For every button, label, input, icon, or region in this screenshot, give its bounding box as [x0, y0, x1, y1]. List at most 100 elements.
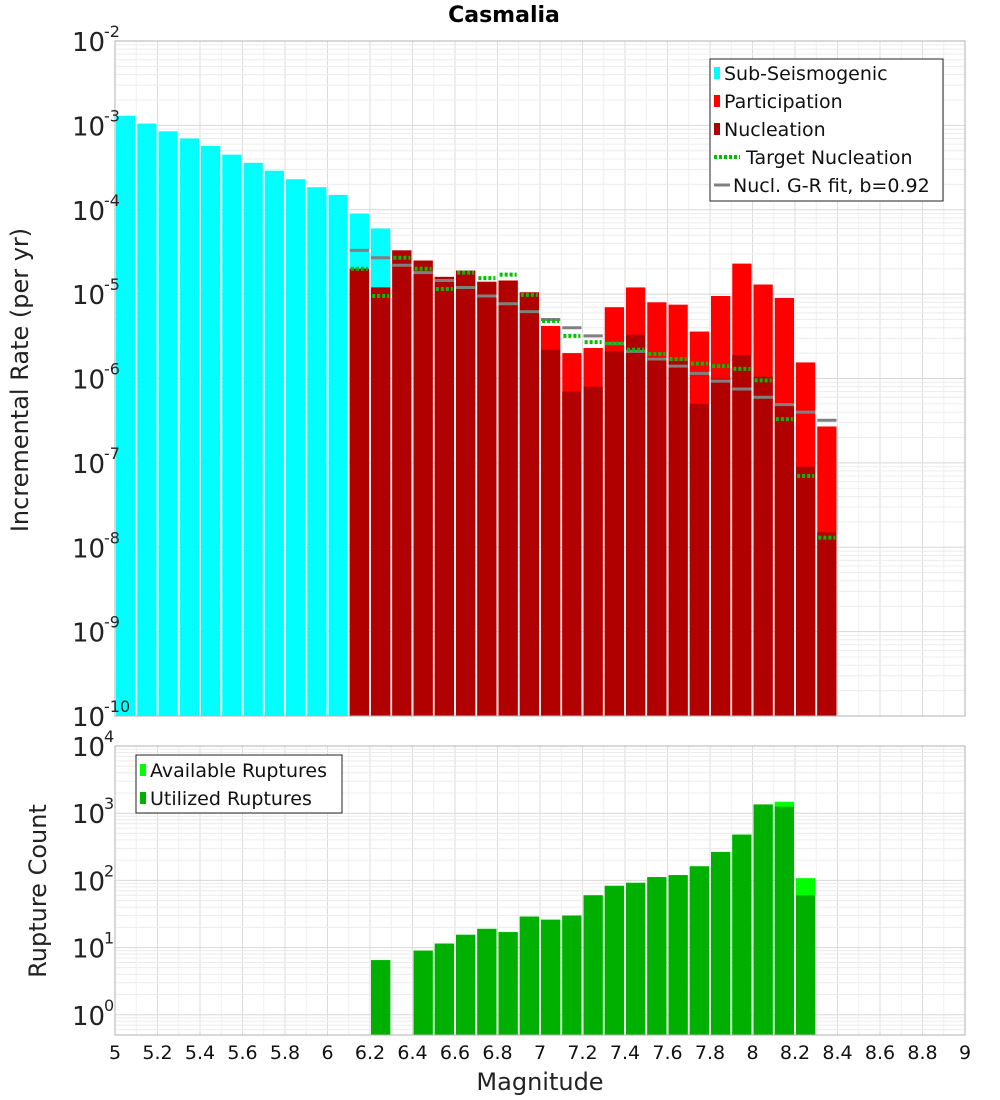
nucleation-bar	[711, 378, 731, 716]
legend-label: Available Ruptures	[150, 760, 327, 782]
rate-plot-frame	[114, 40, 966, 717]
utilized-ruptures-bar	[583, 895, 603, 1035]
rupture-y-tick-label: 10	[72, 733, 105, 763]
rate-y-tick-exponent: -5	[104, 275, 120, 294]
rate-y-tick-label: 10	[72, 450, 105, 480]
utilized-ruptures-bar	[456, 934, 476, 1035]
nucleation-bar	[583, 386, 603, 716]
utilized-ruptures-bar	[498, 932, 518, 1035]
rupture-y-tick-label: 10	[72, 1002, 105, 1032]
rate-y-tick-exponent: -9	[104, 613, 120, 632]
utilized-ruptures-bar	[604, 885, 624, 1035]
utilized-ruptures-bar	[371, 960, 391, 1035]
sub-seismogenic-bar	[243, 162, 263, 716]
rupture-bars	[371, 801, 816, 1035]
nucleation-bar	[519, 292, 539, 716]
legend-label: Participation	[724, 91, 843, 113]
sub-seismogenic-bar	[137, 123, 157, 716]
nucleation-bar	[562, 391, 582, 716]
nucleation-bar	[604, 351, 624, 716]
rupture-y-tick-label: 10	[72, 867, 105, 897]
rupture-plot-frame	[114, 745, 966, 1036]
sub-seismogenic-bar	[264, 170, 284, 716]
rate-y-tick-exponent: -6	[104, 360, 120, 379]
sub-seismogenic-bar	[222, 154, 242, 716]
legend-swatch	[714, 123, 720, 135]
nucleation-bar	[371, 287, 391, 716]
x-tick-label: 8.4	[822, 1042, 852, 1064]
sub-seismogenic-bar	[179, 138, 199, 717]
chart-title: Casmalia	[448, 3, 560, 28]
utilized-ruptures-bar	[753, 804, 773, 1035]
sub-seismogenic-bar	[307, 187, 327, 716]
rate-y-tick-label: 10	[72, 703, 105, 733]
x-tick-label: 8.2	[780, 1042, 810, 1064]
x-tick-label: 6.2	[355, 1042, 385, 1064]
legend-label: Target Nucleation	[745, 147, 913, 169]
utilized-ruptures-bar	[732, 834, 752, 1035]
rate-y-tick-exponent: -8	[104, 528, 120, 547]
utilized-ruptures-bar	[668, 875, 688, 1035]
nucleation-bar	[796, 466, 816, 716]
nucleation-bar	[456, 270, 476, 716]
nucleation-bar	[349, 268, 369, 716]
nucleation-bar	[498, 280, 518, 716]
legend-swatch	[140, 792, 146, 804]
utilized-ruptures-bar	[711, 851, 731, 1035]
x-tick-label: 6.4	[397, 1042, 427, 1064]
legend-swatch	[714, 67, 720, 79]
x-tick-label: 5.6	[227, 1042, 257, 1064]
x-ticks: 5 5.2 5.4 5.6 5.8 6 6.2 6.4 6.6 6.8 7 7.2 7.4 7.6 7.8 8…	[109, 1042, 971, 1064]
rate-y-tick-label: 10	[72, 619, 105, 649]
x-tick-label: 6.8	[482, 1042, 512, 1064]
x-tick-label: 7.2	[567, 1042, 597, 1064]
rupture-legend-box	[135, 754, 343, 814]
utilized-ruptures-bar	[774, 806, 794, 1035]
x-tick-label: 5	[109, 1042, 121, 1064]
utilized-ruptures-bar	[647, 877, 667, 1035]
legend-label: Sub-Seismogenic	[724, 63, 888, 85]
rate-fit-lines	[349, 248, 837, 540]
x-tick-label: 9	[959, 1042, 971, 1064]
x-tick-label: 6.6	[440, 1042, 470, 1064]
x-tick-label: 8.8	[907, 1042, 937, 1064]
x-axis-label: Magnitude	[476, 1068, 603, 1096]
rate-y-tick-label: 10	[72, 197, 105, 227]
rate-y-axis-label: Incremental Rate (per yr)	[6, 228, 34, 532]
nucleation-bar	[689, 403, 709, 716]
nucleation-bar	[392, 250, 412, 717]
rupture-y-tick-exponent: 4	[104, 727, 114, 746]
utilized-ruptures-bar	[541, 919, 561, 1035]
legend-swatch	[714, 95, 720, 107]
nucleation-bar	[626, 334, 646, 716]
sub-seismogenic-bar	[328, 194, 348, 716]
utilized-ruptures-bar	[562, 915, 582, 1035]
nucleation-bar	[753, 376, 773, 716]
nucleation-bar	[668, 361, 688, 716]
x-tick-label: 8.6	[865, 1042, 895, 1064]
nucleation-bar	[541, 349, 561, 716]
utilized-ruptures-bar	[796, 895, 816, 1035]
rupture-y-tick-exponent: 1	[104, 929, 114, 948]
rate-legend: Sub-Seismogenic Participation Nucleation Ta…	[709, 58, 944, 202]
rate-y-tick-label: 10	[72, 366, 105, 396]
nucleation-bar	[647, 356, 667, 716]
rupture-y-axis-label: Rupture Count	[24, 804, 52, 978]
rate-y-tick-label: 10	[72, 534, 105, 564]
rate-y-tick-exponent: -10	[104, 697, 130, 716]
x-tick-label: 7	[534, 1042, 546, 1064]
x-tick-label: 7.6	[652, 1042, 682, 1064]
x-tick-label: 6	[321, 1042, 333, 1064]
legend-label: Utilized Ruptures	[150, 788, 312, 810]
legend-label: Nucleation	[724, 119, 826, 141]
x-tick-label: 5.4	[185, 1042, 215, 1064]
sub-seismogenic-bar	[286, 179, 306, 716]
utilized-ruptures-bar	[477, 928, 497, 1035]
rupture-y-tick-exponent: 2	[104, 861, 114, 880]
sub-seismogenic-bar	[201, 145, 221, 717]
